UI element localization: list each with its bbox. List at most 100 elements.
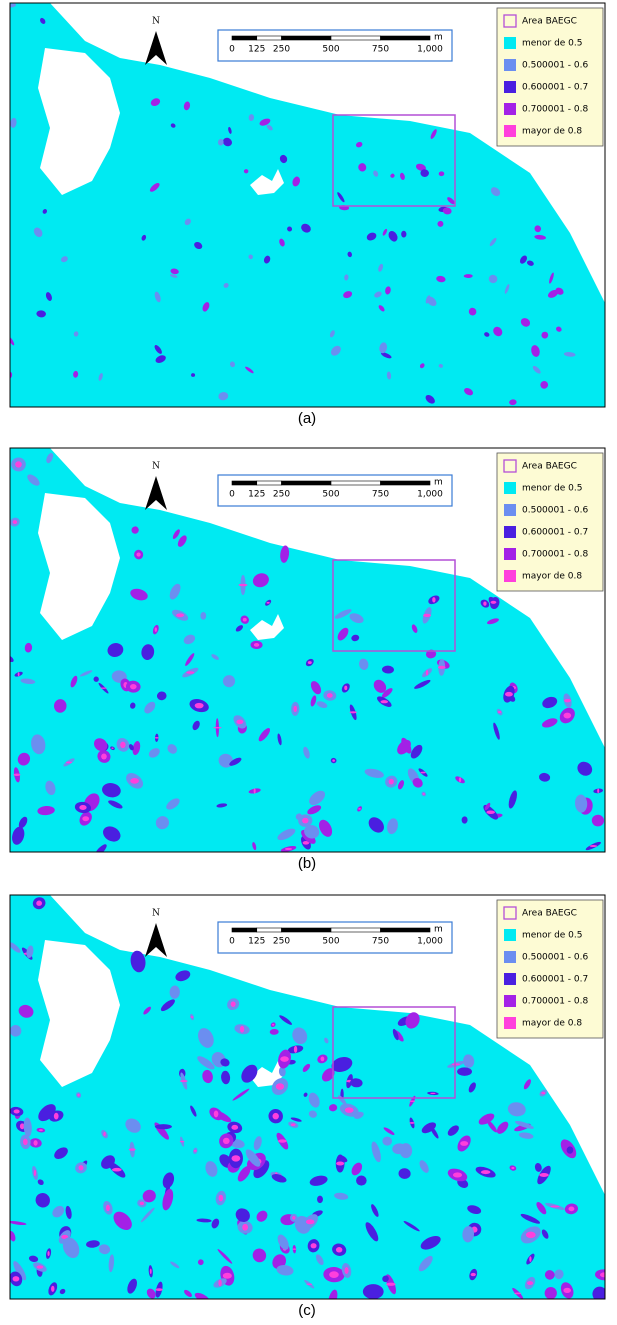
vegetation-core — [272, 1112, 279, 1120]
vegetation-core — [458, 777, 462, 783]
vegetation-patch — [154, 291, 161, 303]
vegetation-patch — [539, 772, 551, 782]
legend-label: 0.700001 - 0.8 — [522, 997, 588, 1007]
vegetation-core — [292, 1248, 297, 1250]
vegetation-patch — [301, 223, 311, 233]
vegetation-patch — [276, 1264, 294, 1276]
vegetation-core — [38, 1129, 43, 1132]
vegetation-patch — [10, 1221, 27, 1226]
vegetation-patch — [541, 1229, 549, 1239]
vegetation-patch — [292, 176, 301, 187]
vegetation-core — [179, 1080, 188, 1083]
legend-label: 0.600001 - 0.7 — [522, 83, 588, 93]
water — [10, 895, 605, 1195]
vegetation-patch — [127, 1278, 137, 1294]
vegetation-core — [284, 847, 293, 851]
legend-label: menor de 0.5 — [522, 39, 583, 49]
vegetation-patch — [329, 330, 335, 338]
vegetation-patch — [350, 1078, 363, 1088]
scale-segment — [281, 480, 332, 486]
vegetation-patch — [46, 452, 54, 464]
vegetation-patch — [353, 1111, 364, 1119]
vegetation-patch — [40, 17, 46, 24]
vegetation-patch — [405, 1012, 420, 1029]
vegetation-patch — [198, 1028, 214, 1048]
vegetation-patch — [45, 780, 56, 796]
vegetation-patch — [378, 263, 384, 272]
vegetation-patch — [411, 624, 418, 633]
vegetation-patch — [278, 1066, 286, 1077]
vegetation-patch — [442, 207, 452, 215]
scale-label: 0 — [229, 937, 235, 947]
vegetation-patch — [412, 777, 423, 788]
vegetation-patch — [419, 1160, 429, 1173]
vegetation-patch — [420, 169, 429, 177]
vegetation-patch — [303, 746, 310, 759]
vegetation-patch — [563, 352, 576, 357]
vegetation-core — [179, 1140, 185, 1143]
vegetation-core — [271, 1023, 275, 1026]
vegetation-patch — [235, 1208, 250, 1223]
vegetation-patch — [73, 331, 79, 337]
vegetation-patch — [386, 371, 392, 380]
water — [10, 448, 605, 748]
legend-box — [496, 452, 604, 592]
vegetation-patch — [184, 218, 191, 226]
study-area-box — [332, 1006, 456, 1099]
vegetation-patch — [487, 1120, 497, 1133]
vegetation-core — [505, 691, 513, 697]
vegetation-patch — [93, 676, 99, 682]
vegetation-core — [100, 687, 107, 689]
scale-segment — [256, 927, 282, 933]
vegetation-patch — [222, 675, 236, 688]
vegetation-patch — [18, 816, 28, 829]
legend-swatch — [504, 103, 516, 115]
vegetation-patch — [364, 768, 384, 778]
vegetation-patch — [54, 699, 67, 713]
vegetation-patch — [554, 1269, 564, 1280]
vegetation-core — [293, 1045, 298, 1053]
vegetation-patch — [400, 172, 405, 180]
vegetation-patch — [328, 1104, 338, 1112]
north-arrow — [145, 31, 167, 65]
north-label: N — [152, 909, 160, 919]
vegetation-patch — [217, 1249, 233, 1264]
vegetation-patch — [349, 613, 364, 624]
vegetation-core — [290, 1123, 296, 1126]
scale-label: 125 — [248, 45, 265, 55]
vegetation-patch — [493, 722, 500, 740]
vegetation-patch — [362, 1284, 384, 1299]
vegetation-patch — [27, 474, 40, 486]
vegetation-patch — [65, 1205, 72, 1220]
vegetation-patch — [337, 1155, 348, 1163]
vegetation-patch — [373, 170, 379, 177]
vegetation-core — [120, 741, 126, 749]
vegetation-patch — [463, 1054, 475, 1068]
vegetation-core — [480, 1170, 491, 1175]
scale-label: 0 — [229, 45, 235, 55]
vegetation-patch — [228, 126, 232, 134]
vegetation-core — [101, 753, 107, 760]
map-frame — [9, 2, 606, 408]
vegetation-patch — [337, 627, 349, 641]
vegetation-patch — [304, 825, 320, 839]
vegetation-patch — [534, 225, 542, 233]
vegetation-patch — [592, 1286, 605, 1299]
vegetation-patch — [237, 1166, 251, 1182]
vegetation-core — [310, 1243, 317, 1249]
vegetation-patch — [544, 1270, 555, 1280]
vegetation-core — [486, 810, 495, 815]
vegetation-patch — [10, 1230, 16, 1242]
vegetation-patch — [211, 1218, 220, 1229]
vegetation-core — [307, 661, 312, 664]
vegetation-core — [23, 1138, 28, 1146]
vegetation-core — [236, 719, 244, 725]
vegetation-core — [13, 1109, 20, 1114]
scale-unit: m — [434, 925, 443, 935]
vegetation-patch — [399, 1143, 413, 1159]
vegetation-patch — [366, 232, 377, 241]
scale-label: 750 — [372, 937, 389, 947]
vegetation-patch — [194, 241, 203, 250]
vegetation-patch — [243, 169, 249, 174]
vegetation-core — [130, 778, 139, 784]
